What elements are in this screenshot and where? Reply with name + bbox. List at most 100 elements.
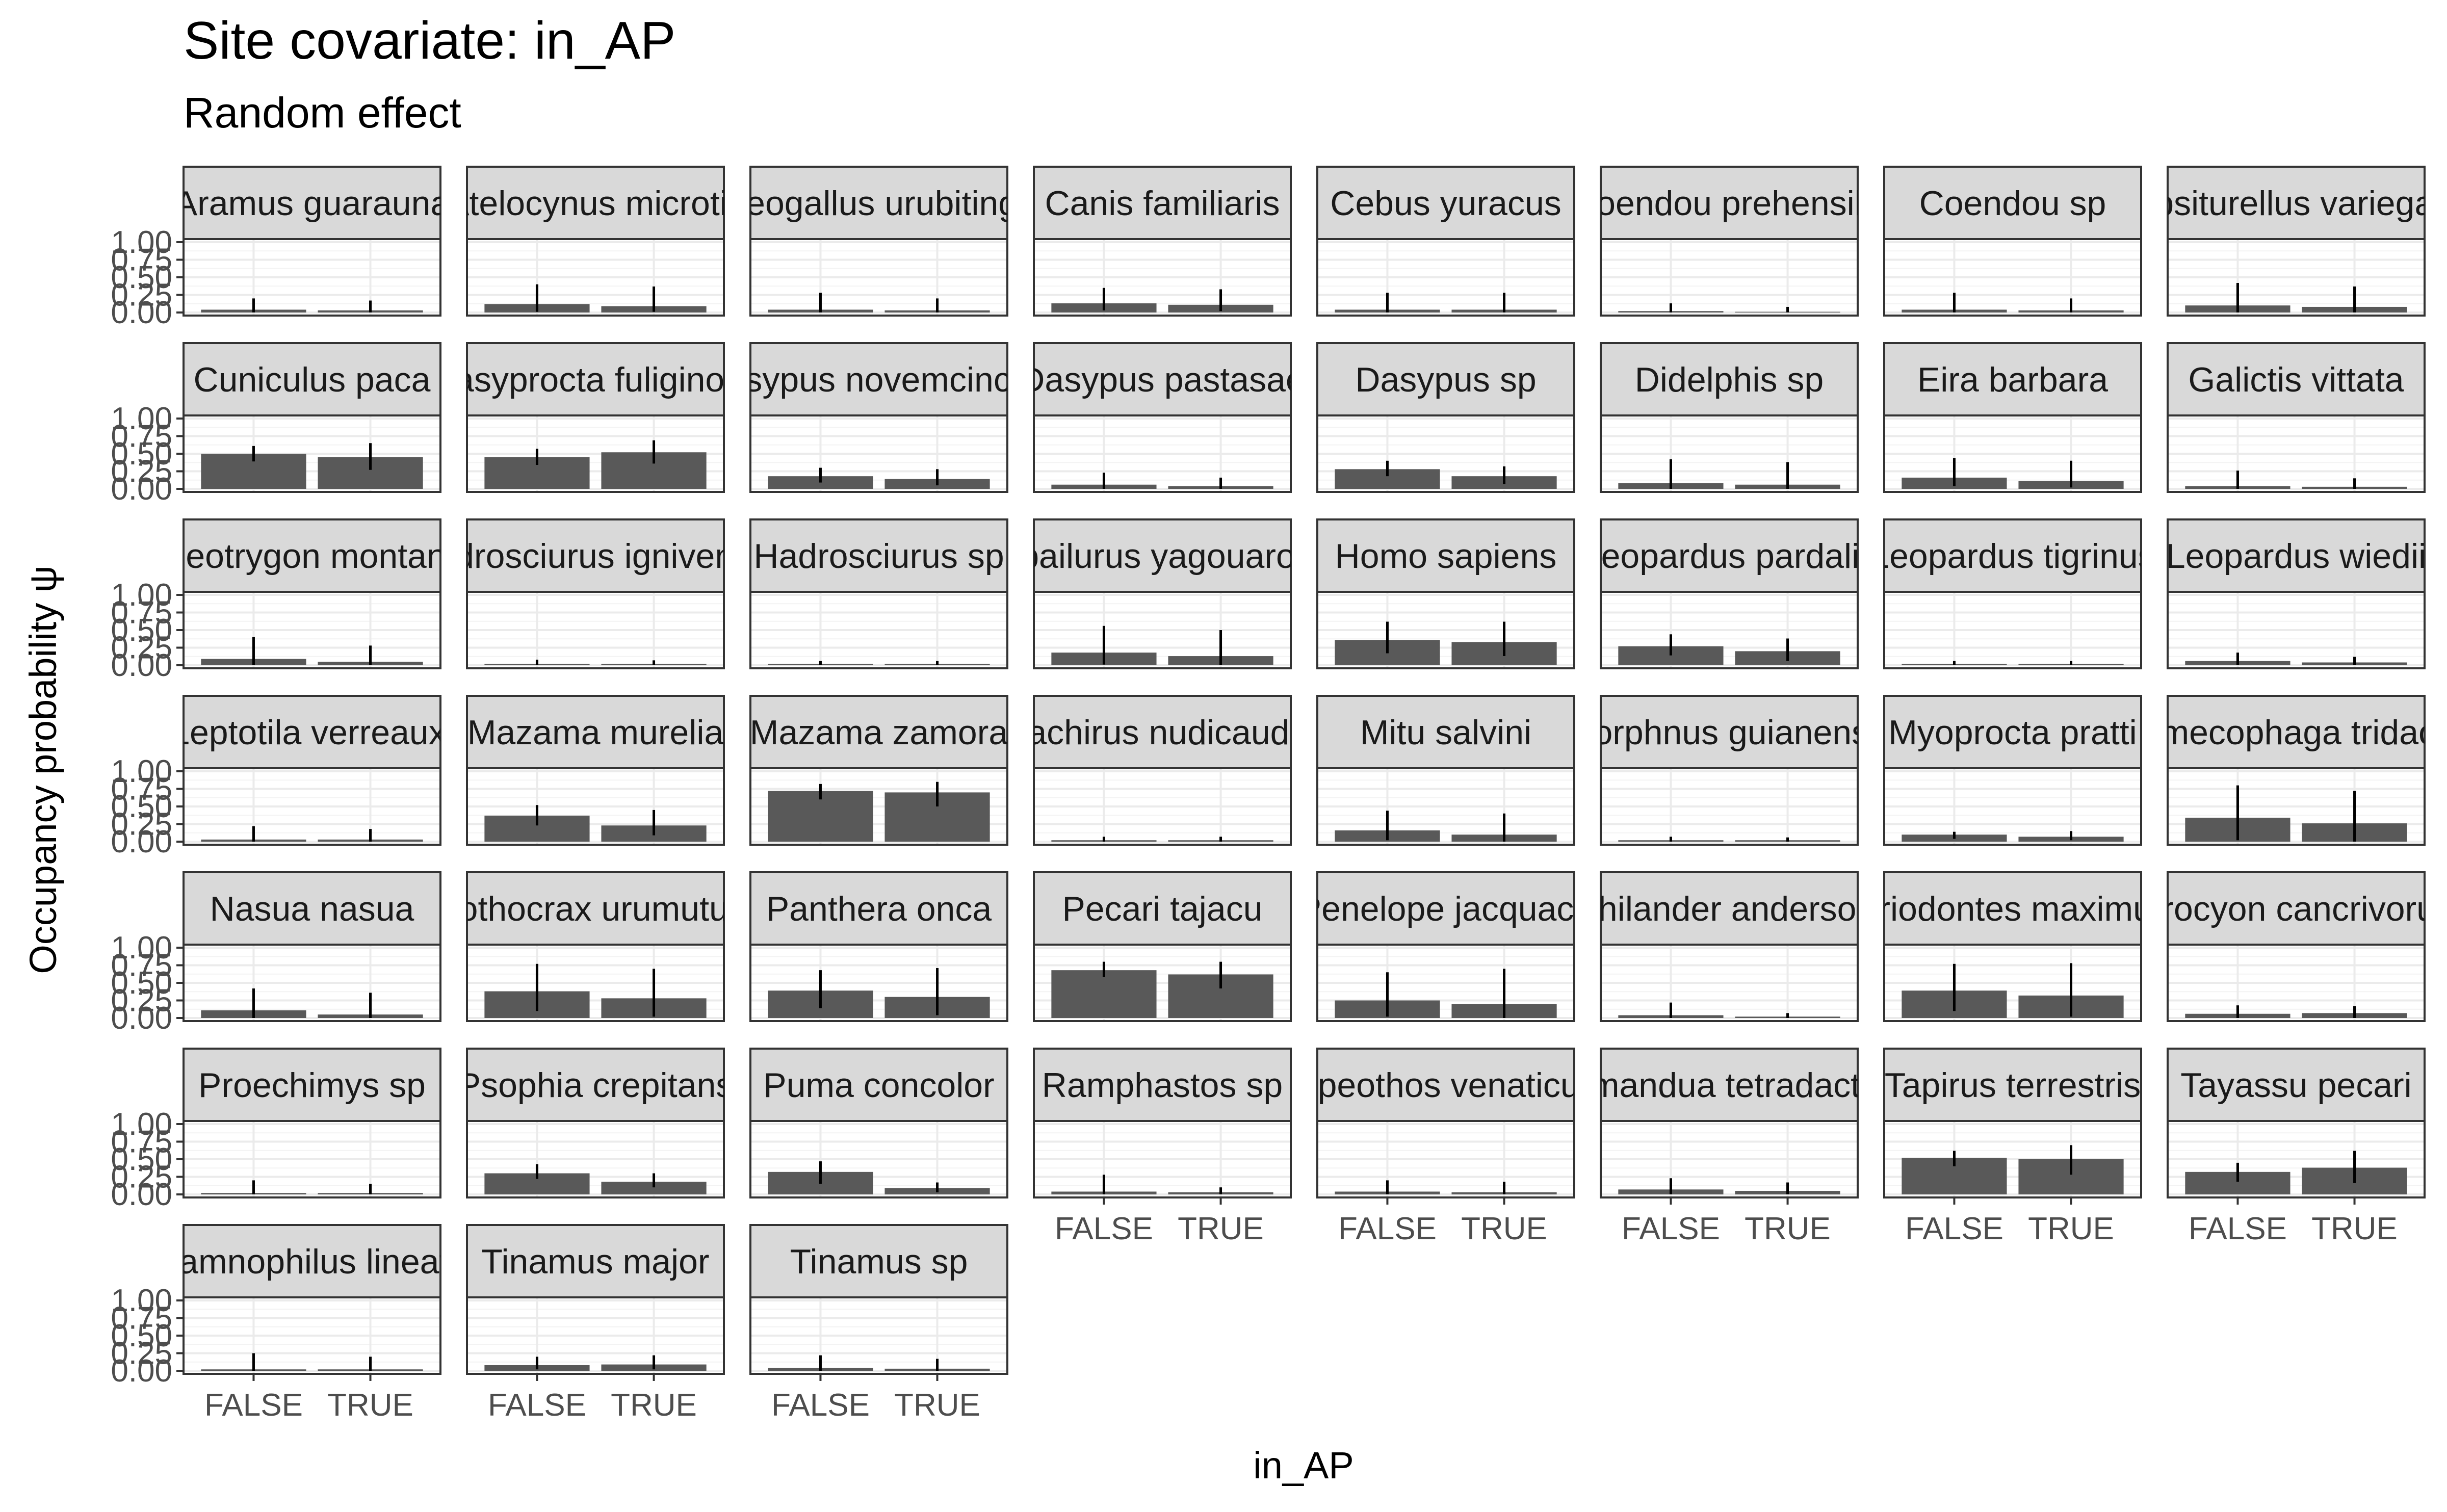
facet-strip <box>183 342 441 416</box>
panel-border <box>749 238 1008 317</box>
facet-strip <box>1033 695 1292 769</box>
panel-border <box>1883 238 2142 317</box>
facet-label: Cebus yuracus <box>1330 184 1561 223</box>
facet-panel: Morphnus guianensis <box>1565 695 1894 846</box>
y-tick-label: 1.00 <box>111 578 172 613</box>
facet-panel: Mitu salvini <box>1316 695 1575 846</box>
facet-panel: Aramus guarauna 0.000.250.500.751.00 <box>111 166 450 330</box>
facet-label: Proechimys sp <box>198 1066 426 1105</box>
x-tick-label: FALSE <box>1055 1211 1153 1246</box>
facet-panel: Nothocrax urumutum <box>466 871 725 1022</box>
facet-strip <box>749 166 1008 240</box>
panel-border <box>1600 591 1859 669</box>
y-tick-label: 1.00 <box>111 754 172 789</box>
facet-strip <box>183 518 441 593</box>
facet-panel: Dasypus pastasae <box>1020 342 1305 493</box>
y-tick-label: 0.50 <box>111 789 172 824</box>
facet-panel: Philander andersoni <box>1600 871 1859 1022</box>
facet-panel: Metachirus nudicaudatus <box>1033 695 1292 846</box>
facet-panel: Thamnophilus lineatus 0.000.250.500.751.0… <box>111 1224 441 1423</box>
facet-label: Aramus guarauna <box>174 184 450 223</box>
facet-label: Tinamus major <box>481 1242 709 1281</box>
facet-strip <box>1316 695 1575 769</box>
facet-label: Leopardus wiedii <box>2166 537 2426 576</box>
facet-strip <box>466 342 725 416</box>
panel-border <box>2167 414 2426 493</box>
facet-panel: Mazama murelia <box>466 695 725 846</box>
facet-panel: Herpailurus yagouaroundi <box>1033 518 1292 669</box>
panel-border <box>1316 591 1575 669</box>
facet-label: Leopardus pardalis <box>1582 537 1877 576</box>
panel-border <box>1600 238 1859 317</box>
facet-label: Psophia crepitans <box>458 1066 734 1105</box>
x-tick-label: TRUE <box>611 1388 697 1423</box>
facet-label: Tamandua tetradactyla <box>1554 1066 1905 1105</box>
panel-border <box>466 591 725 669</box>
facet-label: Neogallus urubitinga <box>721 184 1037 223</box>
y-tick-label: 0.25 <box>111 983 172 1019</box>
facet-panel: Didelphis sp <box>1600 342 1859 493</box>
facet-strip <box>1033 871 1292 946</box>
x-tick-label: FALSE <box>1338 1211 1437 1246</box>
chart-subtitle: Random effect <box>184 89 461 137</box>
facet-panel: Dasyprocta fuliginosa <box>466 342 725 493</box>
facet-label: Dasypus pastasae <box>1020 360 1305 399</box>
facet-panel: Canis familiaris <box>1033 166 1292 317</box>
y-tick-label: 0.50 <box>111 260 172 295</box>
y-tick-label: 0.75 <box>111 1301 172 1336</box>
facet-label: Eira barbara <box>1917 360 2108 399</box>
x-axis-title: in_AP <box>1253 1444 1353 1487</box>
facet-panel: Mazama zamora <box>749 695 1008 846</box>
panel-border <box>1033 767 1292 846</box>
facet-label: Tinamus sp <box>790 1242 968 1281</box>
facet-panel: Psophia crepitans <box>458 1048 734 1198</box>
facet-panel: Dasypus novemcinctus <box>749 342 1008 493</box>
panel-border <box>1600 944 1859 1022</box>
y-tick-label: 0.25 <box>111 278 172 313</box>
facet-label: Leopardus tigrinus <box>1870 537 2155 576</box>
y-axis-title: Occupancy probability ψ <box>22 565 64 974</box>
facet-panel: Homo sapiens <box>1316 518 1575 669</box>
facet-strip <box>466 871 725 946</box>
panel-border <box>1600 414 1859 493</box>
facet-label: Panthera onca <box>766 890 992 928</box>
facet-label: Morphnus guianensis <box>1565 713 1894 752</box>
facet-label: Myoprocta pratti <box>1888 713 2137 752</box>
facet-strip <box>749 871 1008 946</box>
facet-strip <box>2167 871 2426 946</box>
y-tick-label: 1.00 <box>111 930 172 966</box>
y-tick-label: 0.50 <box>111 1142 172 1177</box>
x-tick-label: FALSE <box>771 1388 870 1423</box>
facet-strip <box>1033 518 1292 593</box>
facet-panel: Neogallus urubitinga <box>721 166 1037 317</box>
x-tick-label: FALSE <box>1905 1211 2003 1246</box>
facet-label: Hadrosciurus igniventris <box>410 537 780 576</box>
y-tick-label: 0.75 <box>111 1125 172 1160</box>
panel-border <box>466 1120 725 1198</box>
facet-panel: Geotrygon montana 0.000.250.500.751.00 <box>111 518 441 683</box>
facet-strip <box>466 695 725 769</box>
facet-strip <box>1600 342 1859 416</box>
facet-panel: Cebus yuracus <box>1316 166 1575 317</box>
facet-strip <box>1316 1048 1575 1122</box>
panel-border <box>749 944 1008 1022</box>
facet-panel: Dasypus sp <box>1316 342 1575 493</box>
facet-strip <box>2167 166 2426 240</box>
y-tick-label: 0.25 <box>111 1160 172 1195</box>
panel-border <box>1600 767 1859 846</box>
panel-border <box>1883 944 2142 1022</box>
x-tick-label: TRUE <box>1461 1211 1547 1246</box>
facet-strip <box>183 166 441 240</box>
facet-strip <box>1883 342 2142 416</box>
facet-label: Procyon cancrivorus <box>2139 890 2447 928</box>
panel-border <box>2167 238 2426 317</box>
panel-border <box>466 1296 725 1375</box>
facet-strip <box>183 871 441 946</box>
facet-label: Mitu salvini <box>1360 713 1531 752</box>
facet-label: Dasypus sp <box>1355 360 1536 399</box>
facet-strip <box>749 342 1008 416</box>
facet-panel: Eira barbara <box>1883 342 2142 493</box>
panel-border <box>749 591 1008 669</box>
panel-border <box>466 944 725 1022</box>
